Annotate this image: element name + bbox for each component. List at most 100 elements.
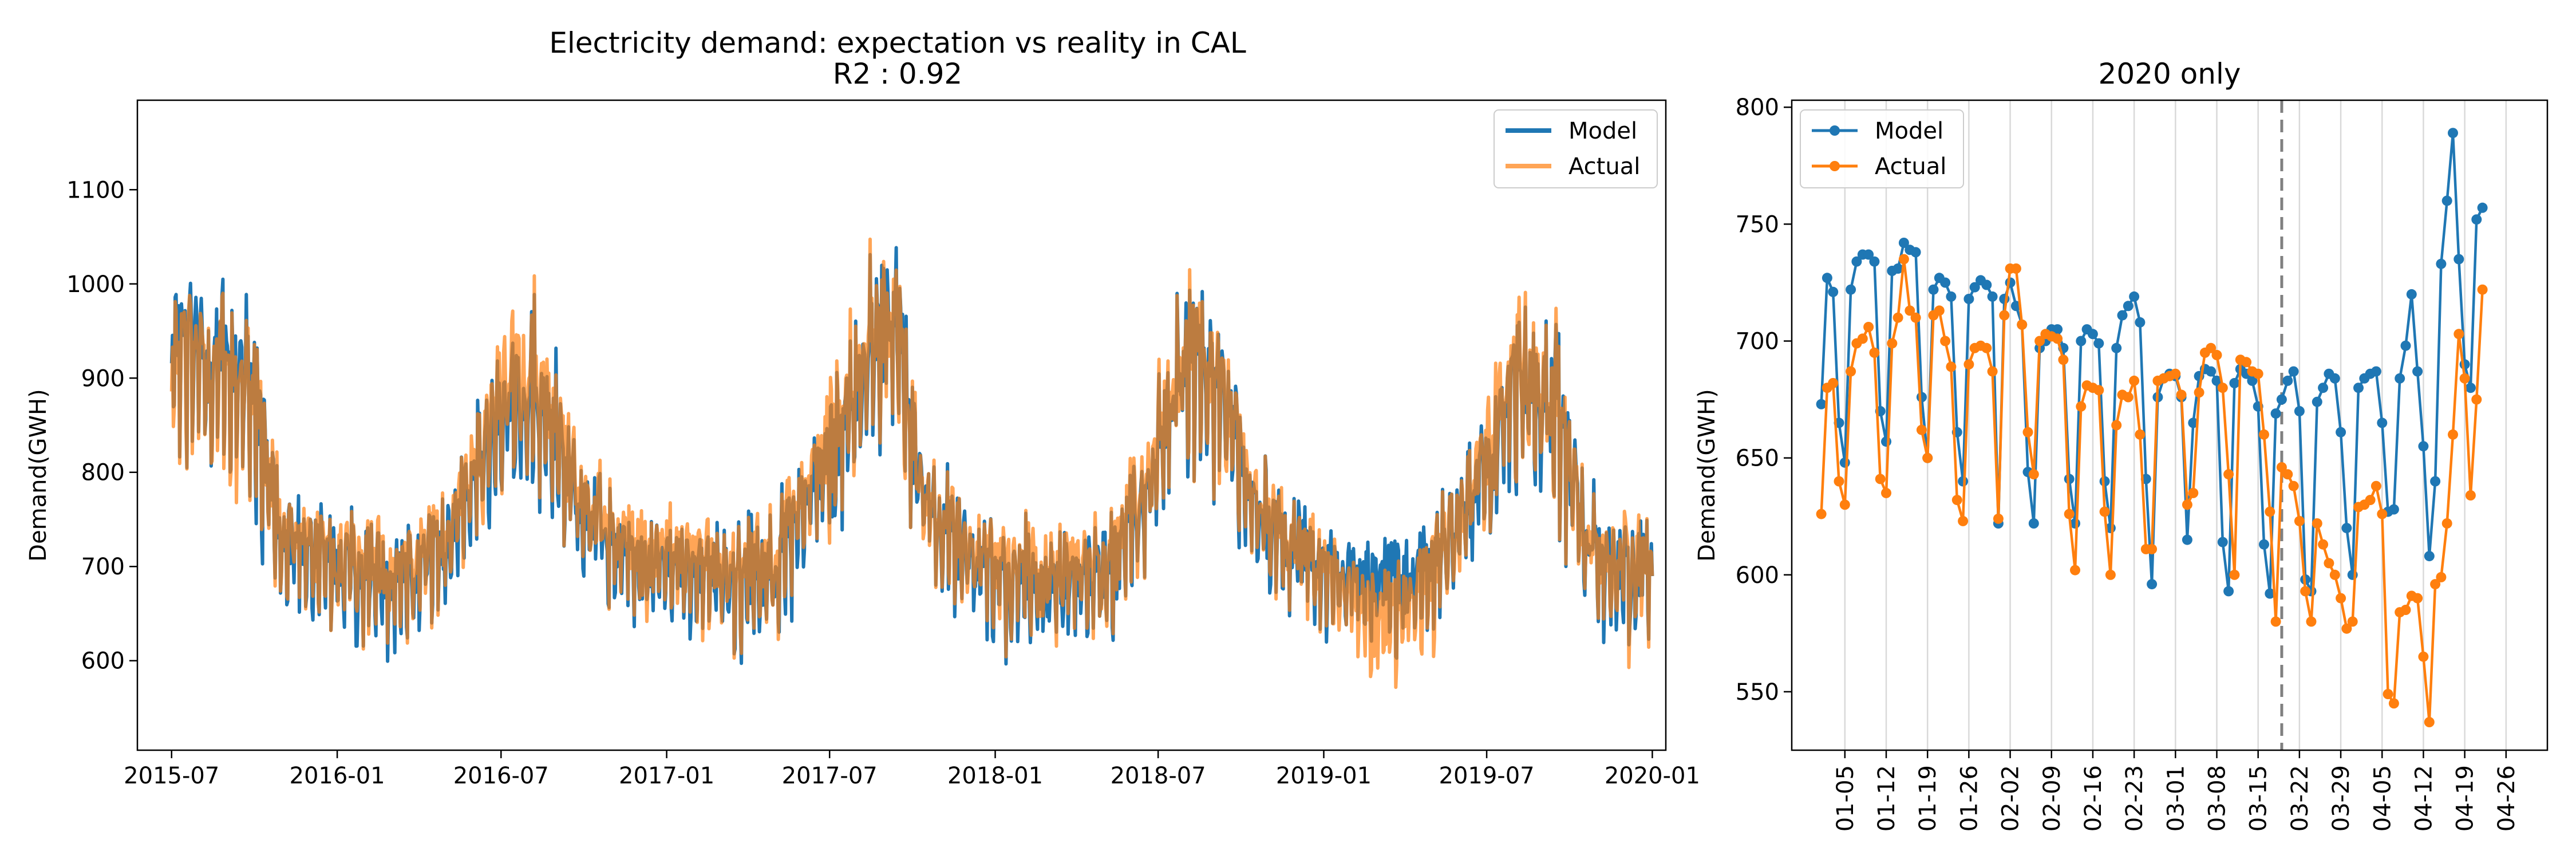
y-tick-label: 800: [1736, 94, 1779, 121]
chart-left-axes-frame: [136, 99, 1667, 751]
data-point-model: [2052, 324, 2063, 335]
data-point-model: [2206, 366, 2217, 377]
data-point-actual: [1993, 513, 2004, 524]
data-point-model: [2294, 406, 2305, 416]
legend-actual-label: Actual: [1875, 153, 1946, 180]
data-point-actual: [2370, 480, 2381, 491]
data-point-model: [2005, 277, 2016, 288]
y-tick-label: 650: [1736, 446, 1779, 472]
data-point-actual: [2294, 515, 2305, 526]
y-tick-label: 1000: [66, 271, 125, 298]
x-tick-label: 02-23: [2121, 765, 2148, 832]
data-point-model: [2223, 586, 2234, 597]
chart-left-y-ticks: 600 700 800 900 1000 1100: [66, 177, 137, 675]
x-tick-label: 2015-07: [124, 763, 219, 789]
chart-left-plot-area: [169, 237, 1654, 689]
data-point-model: [2259, 539, 2269, 550]
y-tick-label: 550: [1736, 679, 1779, 706]
y-tick-label: 750: [1736, 211, 1779, 238]
data-point-actual: [2324, 558, 2334, 569]
chart-left-legend: Model Actual: [1494, 109, 1658, 188]
data-point-model: [2471, 214, 2482, 225]
data-point-actual: [1922, 452, 1933, 463]
data-point-actual: [2276, 462, 2287, 472]
x-tick-label: 2017-07: [782, 763, 878, 789]
x-tick-label: 03-01: [2163, 765, 2189, 832]
data-point-actual: [2312, 518, 2322, 529]
chart-right-axes-frame: [1791, 99, 2549, 751]
y-tick-label: 700: [1736, 329, 1779, 355]
data-point-actual: [2170, 368, 2181, 379]
data-point-model: [2353, 383, 2364, 393]
x-tick-label: 2016-07: [453, 763, 549, 789]
data-point-actual: [2400, 605, 2411, 615]
data-point-model: [1863, 249, 1874, 260]
data-point-model: [2441, 195, 2452, 206]
data-point-actual: [2182, 499, 2192, 510]
chart-left-x-ticks: 2015-07 2016-01 2016-07 2017-01 2017-07 2018-…: [124, 750, 1700, 789]
data-point-actual: [2336, 593, 2346, 604]
data-point-actual: [2270, 616, 2281, 627]
chart-left-subtitle: R2 : 0.92: [833, 57, 963, 90]
data-point-model: [2477, 202, 2488, 213]
data-point-model: [2117, 310, 2128, 321]
data-point-model: [1881, 436, 1891, 447]
data-point-model: [1987, 291, 1998, 302]
data-point-actual: [2052, 333, 2063, 344]
data-point-actual: [1916, 424, 1927, 435]
data-point-actual: [2477, 284, 2488, 295]
data-point-model: [2341, 523, 2352, 534]
data-point-model: [2111, 342, 2122, 353]
data-point-model: [1969, 282, 1980, 293]
data-point-actual: [1839, 499, 1850, 510]
data-point-model: [1958, 476, 1969, 487]
data-point-actual: [1863, 322, 1874, 332]
data-point-actual: [2070, 565, 2080, 576]
data-point-actual: [2206, 342, 2217, 353]
data-point-actual: [1887, 338, 1898, 349]
data-point-actual: [2241, 357, 2252, 368]
x-tick-label: 04-26: [2494, 765, 2520, 832]
data-point-model: [1916, 392, 1927, 403]
legend-model-label: Model: [1875, 118, 1943, 144]
data-point-model: [2123, 301, 2134, 312]
data-point-model: [2336, 427, 2346, 438]
data-point-actual: [2383, 689, 2393, 699]
y-tick-label: 800: [81, 460, 125, 486]
x-tick-label: 04-19: [2452, 765, 2479, 832]
data-point-model: [1940, 277, 1951, 288]
data-point-model: [2135, 317, 2146, 328]
chart-left-title: Electricity demand: expectation vs reali…: [549, 26, 1246, 60]
data-point-actual: [2347, 616, 2358, 627]
data-point-model: [1822, 273, 1832, 283]
data-point-actual: [2282, 469, 2293, 480]
x-tick-label: 2019-01: [1276, 763, 1372, 789]
data-point-model: [2448, 128, 2458, 139]
chart-right-x-ticks: 01-05 01-12 01-19 01-26 02-02 02-09 02-16 02-23…: [1832, 750, 2520, 832]
data-point-actual: [2064, 509, 2075, 519]
data-point-model: [2087, 329, 2098, 340]
data-point-model: [2370, 366, 2381, 377]
x-tick-label: 01-12: [1874, 765, 1900, 832]
data-point-actual: [2441, 518, 2452, 529]
data-point-actual: [1893, 312, 1903, 323]
data-point-actual: [2099, 506, 2110, 517]
data-point-actual: [1987, 366, 1998, 377]
data-point-actual: [1881, 487, 1891, 498]
data-point-actual: [2448, 429, 2458, 440]
data-point-actual: [2147, 543, 2158, 554]
data-point-actual: [1951, 495, 1962, 506]
data-point-actual: [2188, 487, 2199, 498]
data-point-actual: [2306, 616, 2317, 627]
data-point-actual: [2022, 427, 2033, 438]
data-point-actual: [1981, 342, 1992, 353]
y-tick-label: 900: [81, 365, 125, 392]
data-point-model: [1928, 284, 1939, 295]
data-point-model: [1846, 284, 1856, 295]
chart-right-title: 2020 only: [2099, 57, 2241, 90]
data-point-model: [2400, 340, 2411, 351]
x-tick-label: 2018-07: [1111, 763, 1206, 789]
data-point-model: [2099, 476, 2110, 487]
legend-model-marker: [1830, 125, 1840, 136]
